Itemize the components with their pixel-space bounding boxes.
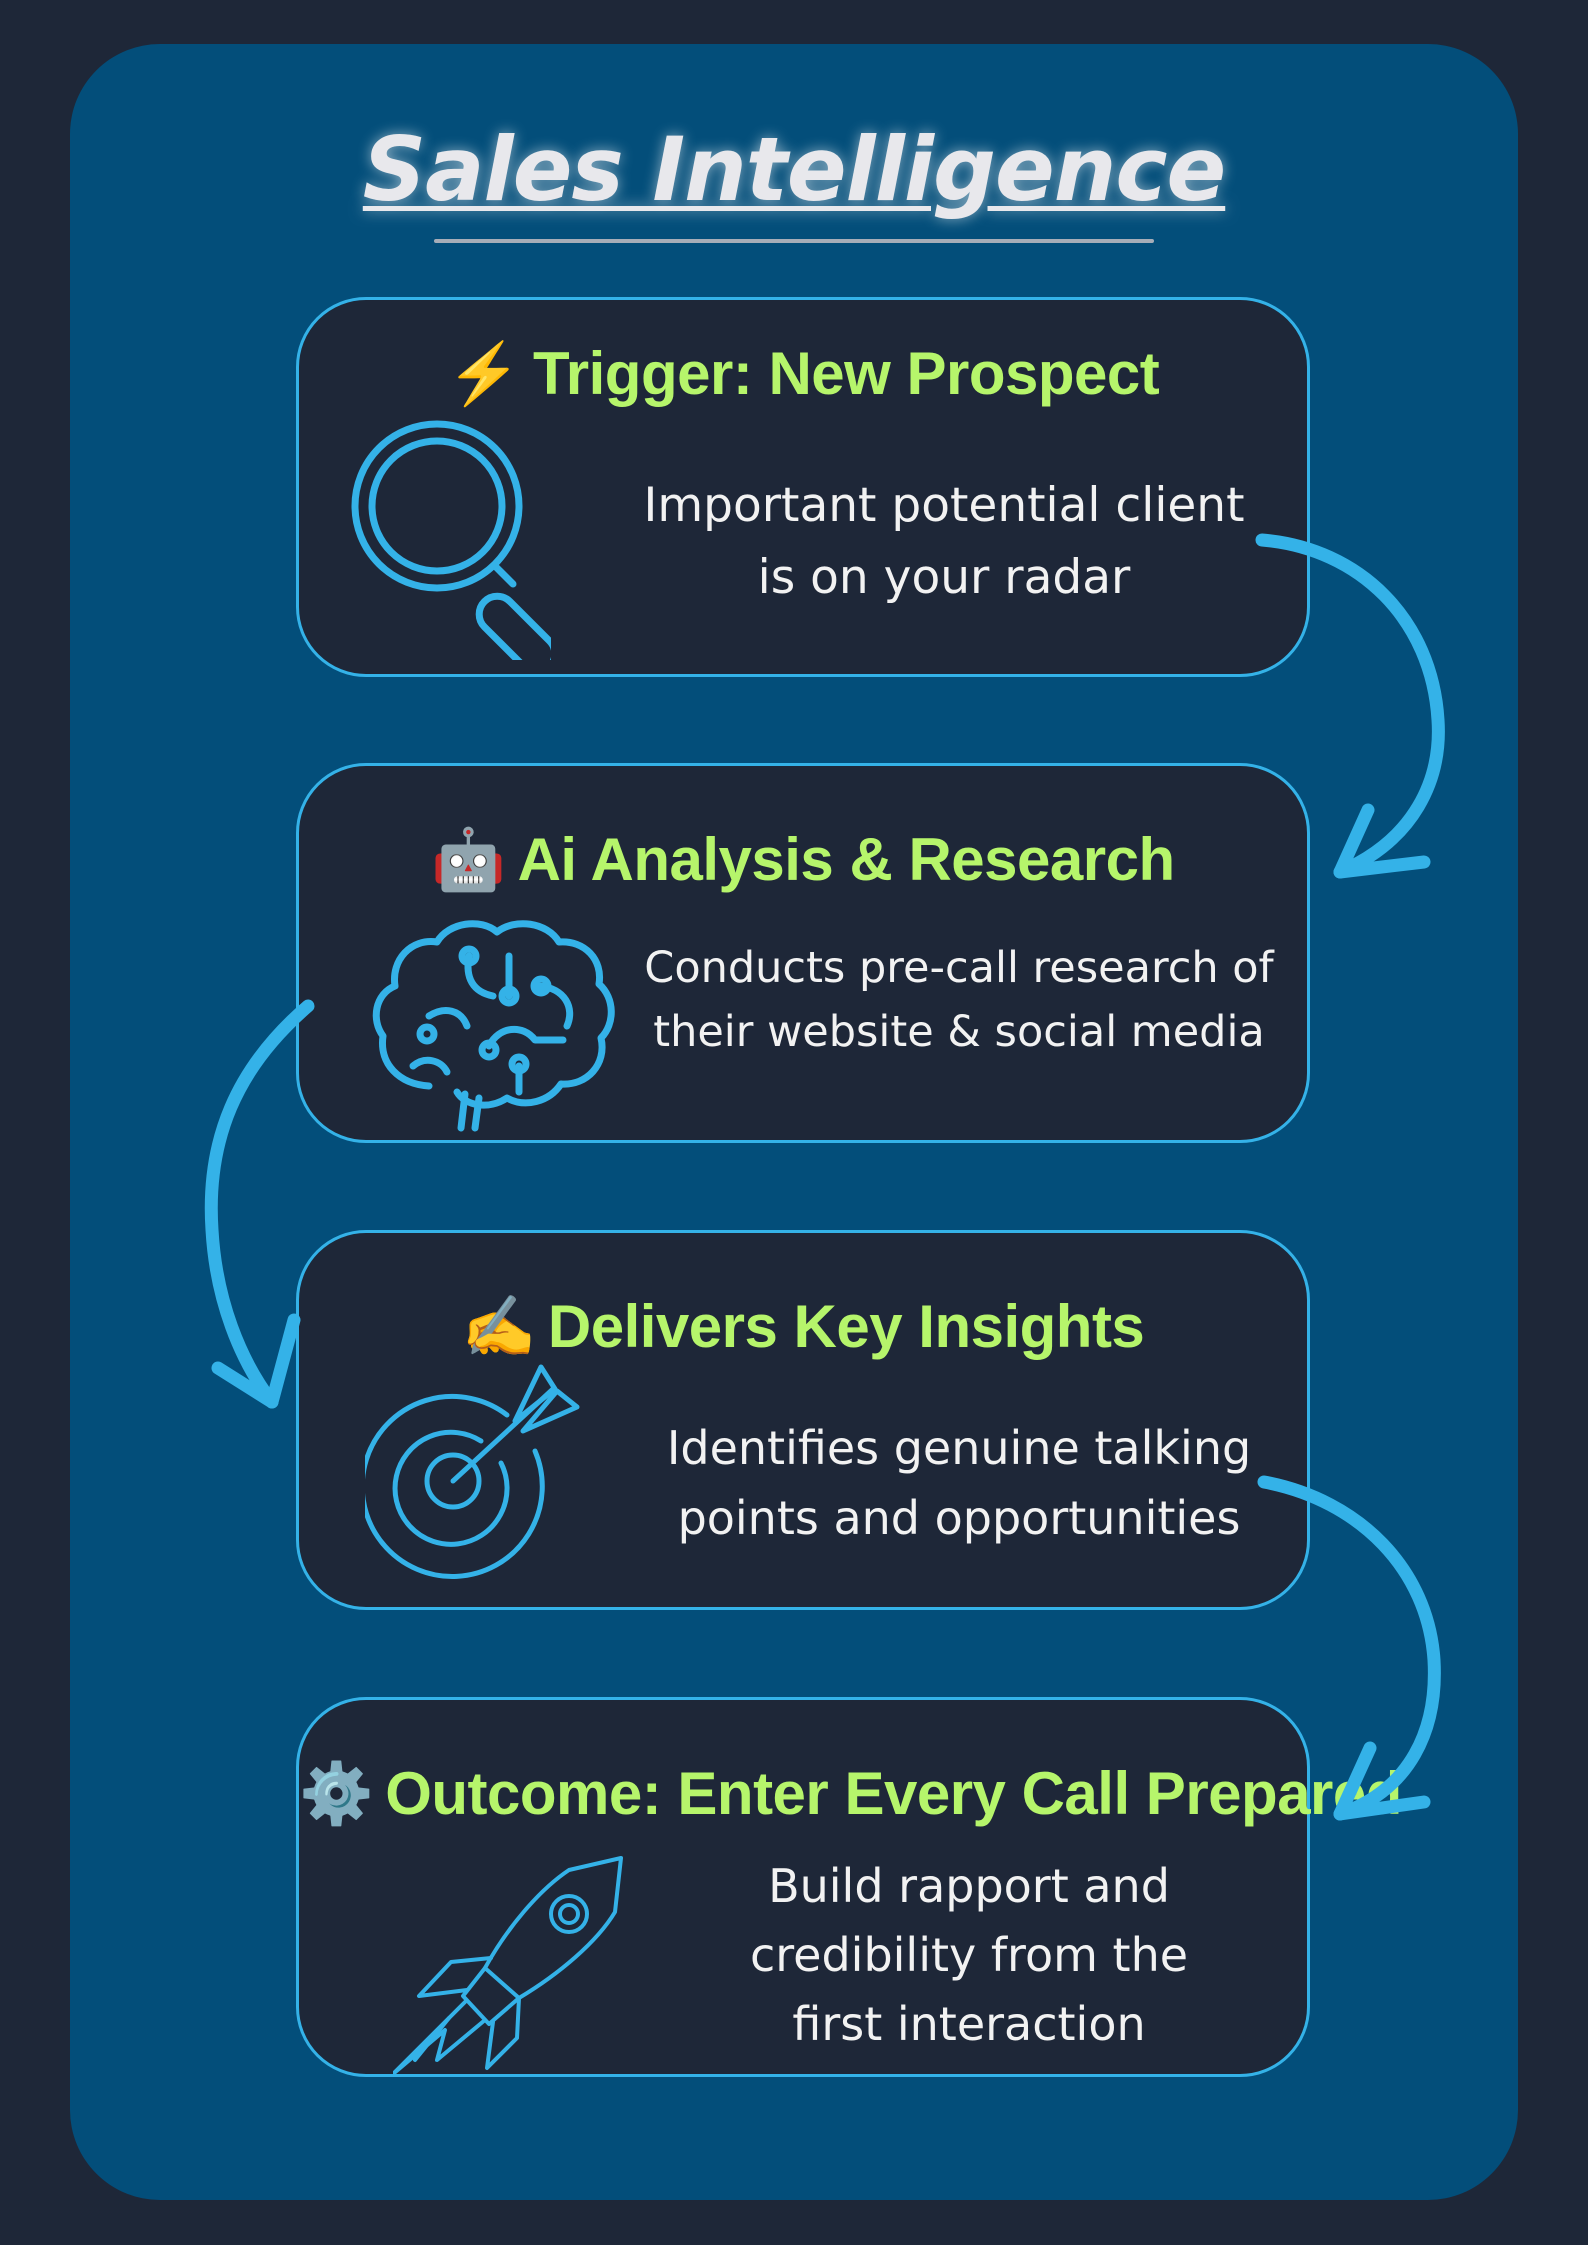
- arrow-2-to-3-head: [211, 1313, 301, 1409]
- step-heading: 🤖 Ai Analysis & Research: [299, 824, 1307, 895]
- gear-icon: ⚙️: [299, 1760, 374, 1827]
- description-line: Identifies genuine talking: [666, 1421, 1252, 1475]
- description-line: Conducts pre-call research of: [644, 943, 1274, 993]
- step-card-outcome: ⚙️ Outcome: Enter Every Call Prepared Bui…: [296, 1697, 1402, 2077]
- arrow-1-to-2: [1255, 533, 1445, 879]
- description-line: Important potential client: [643, 478, 1245, 533]
- step-heading-text: Outcome: Enter Every Call Prepared: [385, 1760, 1402, 1827]
- step-heading-text: Ai Analysis & Research: [517, 826, 1176, 893]
- target-icon: [365, 1364, 580, 1579]
- step-heading-text: Delivers Key Insights: [547, 1293, 1145, 1360]
- step-heading: ⚡ Trigger: New Prospect: [299, 338, 1307, 409]
- brain-icon: [372, 920, 615, 1132]
- description-line: first interaction: [792, 1997, 1146, 2051]
- step-heading: ✍️ Delivers Key Insights: [299, 1291, 1307, 1362]
- writing-hand-icon: ✍️: [461, 1293, 537, 1360]
- arrow-1-to-2-head: [1333, 803, 1431, 879]
- page-title: Sales Intelligence: [362, 118, 1226, 221]
- lightning-icon: ⚡: [446, 340, 522, 407]
- step-card-insights: ✍️ Delivers Key Insights Identifies genui…: [296, 1230, 1310, 1610]
- step-heading-text: Trigger: New Prospect: [532, 340, 1160, 407]
- step-description: Conducts pre-call research of their webs…: [629, 936, 1289, 1064]
- step-card-analysis: 🤖 Ai Analysis & Research Conducts pre-cal…: [296, 763, 1310, 1143]
- step-description: Identifies genuine talking points and op…: [629, 1413, 1289, 1553]
- robot-icon: 🤖: [431, 826, 506, 893]
- description-line: is on your radar: [757, 550, 1131, 605]
- arrow-2-to-3: [204, 999, 315, 1409]
- step-description: Important potential client is on your ra…: [609, 470, 1279, 614]
- arrow-3-to-4-head: [1333, 1741, 1431, 1821]
- step-card-trigger: ⚡ Trigger: New Prospect Important potenti…: [296, 297, 1310, 677]
- description-line: Build rapport and: [768, 1859, 1170, 1913]
- description-line: their website & social media: [653, 1007, 1265, 1057]
- description-line: points and opportunities: [677, 1491, 1241, 1545]
- description-line: credibility from the: [749, 1928, 1189, 1982]
- rocket-icon: [393, 1856, 623, 2076]
- title-divider: [434, 239, 1154, 243]
- step-description: Build rapport and credibility from the f…: [669, 1852, 1269, 2059]
- step-heading: ⚙️ Outcome: Enter Every Call Prepared: [299, 1758, 1402, 1829]
- magnifier-icon: [351, 420, 551, 660]
- arrow-3-to-4: [1257, 1475, 1441, 1821]
